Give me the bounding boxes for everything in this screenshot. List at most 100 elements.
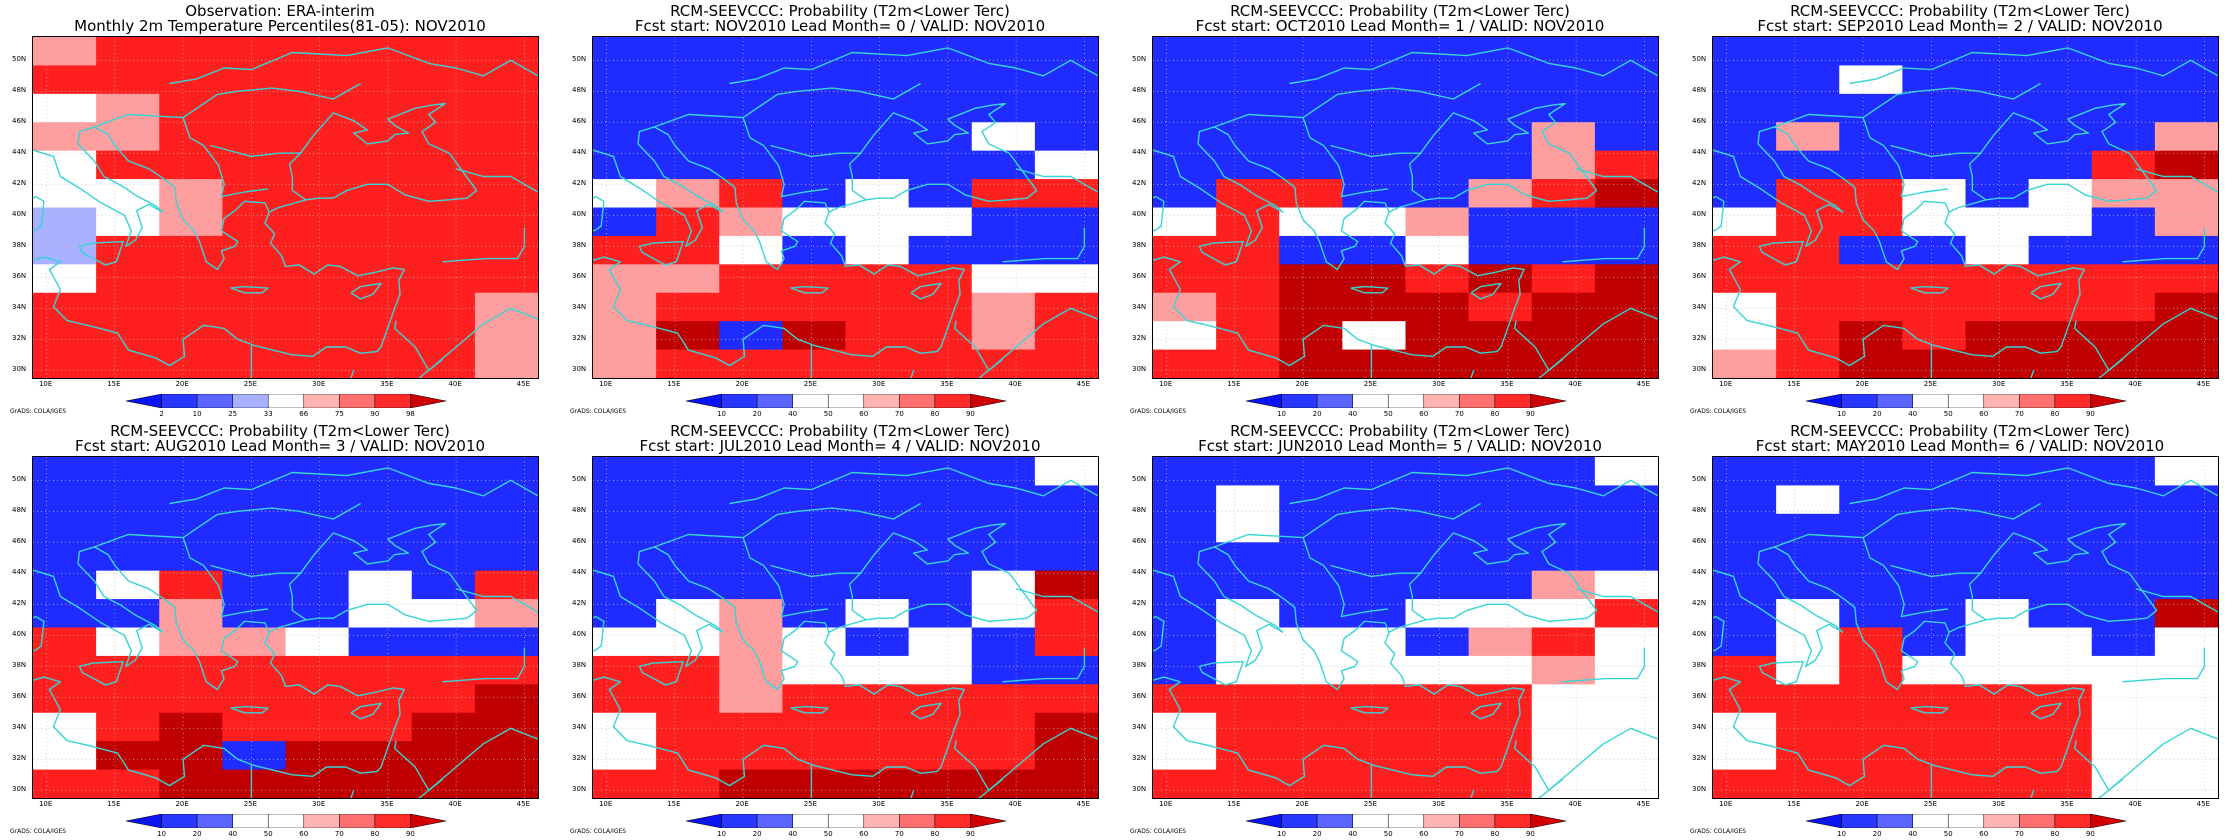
lat-tick-label: 38N (1692, 241, 1722, 249)
grid-cell (1776, 514, 1840, 543)
grid-cell (1595, 122, 1658, 151)
grid-cell (412, 94, 476, 123)
colorbar-label: 90 (1515, 410, 1545, 418)
grid-cell (972, 94, 1036, 123)
grid-cell (1342, 457, 1406, 486)
grid-cell (286, 628, 350, 657)
colorbar-swatch (126, 814, 162, 828)
grid-cell (1216, 65, 1280, 94)
colorbar-label: 80 (360, 830, 390, 838)
grid-cell (1153, 65, 1217, 94)
grid-cell (1406, 542, 1470, 571)
grid-cell (1595, 514, 1658, 543)
lat-tick-label: 44N (1692, 148, 1722, 156)
grid-cell (1035, 179, 1098, 208)
colorbar-swatch (1388, 394, 1424, 408)
colorbar (666, 394, 1026, 408)
grid-cell (1216, 293, 1280, 322)
lat-tick-label: 32N (1132, 334, 1162, 342)
grid-cell (1595, 599, 1658, 628)
grid-cell (1342, 122, 1406, 151)
grid-cell (222, 628, 286, 657)
grid-cell (593, 151, 657, 180)
grid-cell (33, 770, 97, 798)
grid-cell (1153, 37, 1217, 66)
map-svg (33, 457, 538, 798)
grid-cell (286, 485, 350, 514)
grid-cell (1595, 208, 1658, 237)
lon-tick-label: 45E (2188, 380, 2218, 388)
colorbar-label: 98 (395, 410, 425, 418)
lat-tick-label: 50N (1132, 475, 1162, 483)
grid-cell (222, 179, 286, 208)
grid-cell (846, 179, 910, 208)
grid-cell (1279, 741, 1343, 770)
colorbar-label: 66 (289, 410, 319, 418)
lat-tick-label: 30N (1132, 365, 1162, 373)
lat-tick-label: 48N (572, 86, 602, 94)
lat-tick-label: 30N (12, 785, 42, 793)
colorbar-swatch (1424, 394, 1460, 408)
grid-cell (475, 208, 538, 237)
colorbar-label: 75 (324, 410, 354, 418)
colorbar-label: 50 (253, 830, 283, 838)
lon-tick-label: 35E (372, 800, 402, 808)
grid-cell (782, 770, 846, 798)
grid-cell (719, 628, 783, 657)
grid-cell (656, 293, 720, 322)
grid-cell (1469, 485, 1533, 514)
grid-cell (222, 293, 286, 322)
grid-cell (159, 571, 223, 600)
grid-cell (1469, 236, 1533, 265)
grid-cell (286, 293, 350, 322)
lat-tick-label: 42N (1132, 179, 1162, 187)
grid-cell (412, 713, 476, 742)
grid-cell (1216, 770, 1280, 798)
lon-tick-label: 30E (304, 380, 334, 388)
colorbar-label: 20 (1862, 410, 1892, 418)
map-area (32, 456, 539, 799)
colorbar-swatch (197, 814, 233, 828)
lat-tick-label: 42N (1132, 599, 1162, 607)
grid-cell (1595, 293, 1658, 322)
lon-tick-label: 20E (167, 800, 197, 808)
grid-cell (1595, 656, 1658, 685)
grid-cell (412, 264, 476, 293)
colorbar-swatch (233, 394, 269, 408)
grid-cell (349, 94, 413, 123)
grid-cell (1839, 236, 1903, 265)
grid-cell (1035, 236, 1098, 265)
grid-cell (1902, 628, 1966, 657)
lon-tick-label: 15E (659, 380, 689, 388)
lat-tick-label: 50N (1692, 55, 1722, 63)
lon-tick-label: 40E (2120, 380, 2150, 388)
grid-cell (2155, 236, 2218, 265)
grid-cell (1406, 293, 1470, 322)
grid-cell (593, 236, 657, 265)
grid-cell (909, 514, 973, 543)
lat-tick-label: 30N (12, 365, 42, 373)
grid-cell (972, 122, 1036, 151)
grid-cell (96, 542, 160, 571)
grid-cell (1776, 741, 1840, 770)
grid-cell (2092, 542, 2156, 571)
lon-tick-label: 25E (1355, 800, 1385, 808)
lat-tick-label: 40N (1692, 630, 1722, 638)
colorbar-label: 90 (955, 410, 985, 418)
grid-cell (1342, 37, 1406, 66)
grid-cell (1216, 457, 1280, 486)
grid-cell (1776, 542, 1840, 571)
grid-cell (1342, 571, 1406, 600)
grid-cell (1216, 122, 1280, 151)
grid-cell (96, 122, 160, 151)
lon-tick-label: 25E (795, 800, 825, 808)
grid-cell (1532, 350, 1596, 378)
colorbar-label: 70 (1444, 830, 1474, 838)
lat-tick-label: 36N (1132, 272, 1162, 280)
grid-cell (1035, 457, 1098, 486)
colorbar-label: 10 (707, 410, 737, 418)
panel-subtitle: Fcst start: NOV2010 Lead Month= 0 / VALI… (560, 17, 1120, 35)
grid-cell (972, 457, 1036, 486)
grid-cell (159, 684, 223, 713)
grid-cell (1035, 94, 1098, 123)
